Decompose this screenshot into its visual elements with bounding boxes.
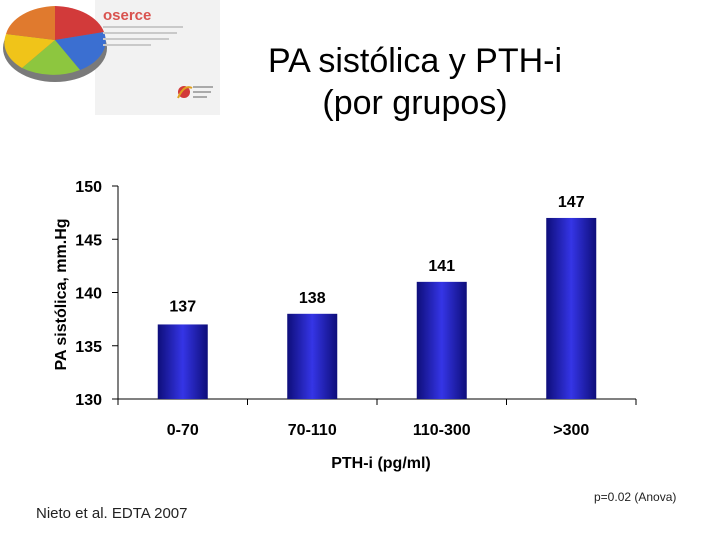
logo-tagline-line xyxy=(103,26,183,28)
oserce-logo: oserce xyxy=(3,0,220,115)
logo-tagline-line xyxy=(103,32,177,34)
logo-tagline-line xyxy=(103,38,169,40)
y-tick-label: 130 xyxy=(75,392,102,409)
pie-logo-icon xyxy=(3,6,107,82)
society-emblem-icon xyxy=(177,86,213,99)
logo-tagline-line xyxy=(103,44,151,46)
citation: Nieto et al. EDTA 2007 xyxy=(36,505,188,522)
y-tick-label: 145 xyxy=(75,232,102,249)
bar-chart: PA sistólica, mm.Hg 150 145 140 135 130 0-70… xyxy=(53,179,637,472)
bar xyxy=(287,313,338,399)
y-tick-label: 150 xyxy=(75,179,102,196)
bar xyxy=(546,217,597,399)
data-label: 147 xyxy=(558,194,585,211)
x-tick-label: 70-110 xyxy=(288,422,337,439)
slide-title-line2: (por grupos) xyxy=(322,84,508,122)
y-axis-label: PA sistólica, mm.Hg xyxy=(53,218,70,370)
x-tick-label: 0-70 xyxy=(167,422,199,439)
bar xyxy=(416,281,467,399)
x-axis-label: PTH-i (pg/ml) xyxy=(331,455,431,472)
slide-title: PA sistólica y PTH-i (por grupos) xyxy=(215,40,615,124)
data-label: 137 xyxy=(169,298,196,315)
logo-text: oserce xyxy=(103,7,151,24)
data-label: 138 xyxy=(299,290,326,307)
p-value-note: p=0.02 (Anova) xyxy=(594,490,677,504)
y-tick-label: 140 xyxy=(75,286,102,303)
data-label: 141 xyxy=(428,258,455,275)
slide-title-line1: PA sistólica y PTH-i xyxy=(267,42,563,80)
bar xyxy=(157,324,208,399)
x-tick-label: 110-300 xyxy=(413,422,471,439)
y-tick-label: 135 xyxy=(75,339,102,356)
x-tick-label: >300 xyxy=(553,422,589,439)
